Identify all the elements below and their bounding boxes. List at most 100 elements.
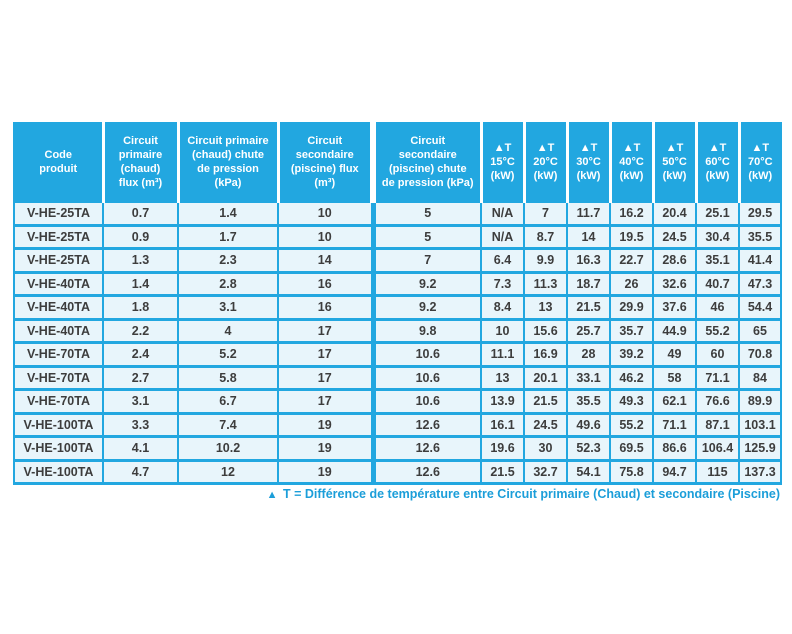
product-code-cell: V-HE-100TA [13, 411, 104, 438]
value-cell: 103.1 [738, 411, 782, 438]
value-cell: 3.3 [102, 411, 179, 438]
value-cell: 86.6 [652, 435, 697, 462]
value-cell: 4.7 [102, 458, 179, 485]
value-cell: 35.5 [738, 223, 782, 250]
footnote-text: T = Différence de température entre Circ… [282, 487, 780, 501]
value-cell: 4 [177, 317, 279, 344]
value-cell: 19.5 [609, 223, 654, 250]
value-cell: 11.7 [566, 200, 611, 227]
value-cell: 20.4 [652, 200, 697, 227]
value-cell: 5.8 [177, 364, 279, 391]
value-cell: 37.6 [652, 294, 697, 321]
column-header-delta-t-30: ▲T 30°C (kW) [565, 123, 610, 202]
table-row: V-HE-40TA 2.2 4 17 9.8 10 15.6 25.7 35.7 44.9 55.2… [13, 317, 782, 344]
value-cell: 29.5 [738, 200, 782, 227]
value-cell: 7.4 [177, 411, 279, 438]
value-cell: 54.1 [566, 458, 611, 485]
value-cell: 12.6 [370, 458, 482, 485]
value-cell: 6.7 [177, 388, 279, 415]
value-cell: 19.6 [480, 435, 525, 462]
footnote: ▲ T = Différence de température entre Ci… [267, 487, 780, 501]
column-header-delta-t-60: ▲T 60°C (kW) [694, 123, 739, 202]
value-cell: 12.6 [370, 411, 482, 438]
value-cell: 30 [523, 435, 568, 462]
value-cell: 21.5 [523, 388, 568, 415]
value-cell: 62.1 [652, 388, 697, 415]
table-row: V-HE-25TA 1.3 2.3 14 7 6.4 9.9 16.3 22.7 28.6 35.1… [13, 247, 782, 274]
product-code-cell: V-HE-70TA [13, 364, 104, 391]
product-code-cell: V-HE-25TA [13, 247, 104, 274]
value-cell: 10.6 [370, 341, 482, 368]
value-cell: 39.2 [609, 341, 654, 368]
value-cell: 5 [370, 200, 482, 227]
value-cell: 32.6 [652, 270, 697, 297]
value-cell: 49 [652, 341, 697, 368]
value-cell: 16.9 [523, 341, 568, 368]
product-code-cell: V-HE-40TA [13, 270, 104, 297]
value-cell: 52.3 [566, 435, 611, 462]
value-cell: 8.4 [480, 294, 525, 321]
value-cell: 0.7 [102, 200, 179, 227]
value-cell: 46.2 [609, 364, 654, 391]
value-cell: 21.5 [480, 458, 525, 485]
value-cell: 35.1 [695, 247, 740, 274]
value-cell: 18.7 [566, 270, 611, 297]
value-cell: 137.3 [738, 458, 782, 485]
value-cell: N/A [480, 200, 525, 227]
value-cell: 3.1 [102, 388, 179, 415]
column-header-circuit-primaire-chute: Circuit primaire (chaud) chute de pressi… [176, 123, 278, 202]
value-cell: 10 [277, 200, 374, 227]
column-header-circuit-primaire-flux: Circuit primaire (chaud) flux (m³) [101, 123, 178, 202]
value-cell: 16.2 [609, 200, 654, 227]
value-cell: 10.2 [177, 435, 279, 462]
value-cell: 44.9 [652, 317, 697, 344]
value-cell: 6.4 [480, 247, 525, 274]
value-cell: 2.8 [177, 270, 279, 297]
column-header-circuit-secondaire-flux: Circuit secondaire (piscine) flux (m³) [276, 123, 373, 202]
value-cell: 54.4 [738, 294, 782, 321]
product-code-cell: V-HE-40TA [13, 294, 104, 321]
column-header-delta-t-40: ▲T 40°C (kW) [608, 123, 653, 202]
value-cell: 65 [738, 317, 782, 344]
value-cell: 10.6 [370, 388, 482, 415]
value-cell: 106.4 [695, 435, 740, 462]
value-cell: 49.3 [609, 388, 654, 415]
value-cell: 17 [277, 317, 374, 344]
value-cell: 49.6 [566, 411, 611, 438]
value-cell: 24.5 [652, 223, 697, 250]
value-cell: 17 [277, 341, 374, 368]
value-cell: 10 [277, 223, 374, 250]
value-cell: 25.7 [566, 317, 611, 344]
value-cell: 19 [277, 435, 374, 462]
value-cell: 5 [370, 223, 482, 250]
value-cell: 3.1 [177, 294, 279, 321]
column-header-delta-t-70: ▲T 70°C (kW) [737, 123, 781, 202]
value-cell: 70.8 [738, 341, 782, 368]
table-row: V-HE-40TA 1.8 3.1 16 9.2 8.4 13 21.5 29.9 37.6 46 5… [13, 294, 782, 321]
value-cell: 15.6 [523, 317, 568, 344]
value-cell: 16 [277, 270, 374, 297]
value-cell: 16 [277, 294, 374, 321]
product-code-cell: V-HE-40TA [13, 317, 104, 344]
value-cell: 12.6 [370, 435, 482, 462]
delta-triangle-icon: ▲ [266, 489, 278, 501]
value-cell: 4.1 [102, 435, 179, 462]
value-cell: 35.7 [609, 317, 654, 344]
value-cell: 12 [177, 458, 279, 485]
value-cell: 1.8 [102, 294, 179, 321]
value-cell: 19 [277, 458, 374, 485]
column-header-delta-t-20: ▲T 20°C (kW) [522, 123, 567, 202]
value-cell: 75.8 [609, 458, 654, 485]
column-header-delta-t-15: ▲T 15°C (kW) [479, 123, 524, 202]
value-cell: 17 [277, 388, 374, 415]
value-cell: 55.2 [609, 411, 654, 438]
value-cell: 29.9 [609, 294, 654, 321]
value-cell: 94.7 [652, 458, 697, 485]
value-cell: 22.7 [609, 247, 654, 274]
value-cell: 2.3 [177, 247, 279, 274]
value-cell: 9.8 [370, 317, 482, 344]
value-cell: 55.2 [695, 317, 740, 344]
value-cell: 84 [738, 364, 782, 391]
value-cell: 10 [480, 317, 525, 344]
